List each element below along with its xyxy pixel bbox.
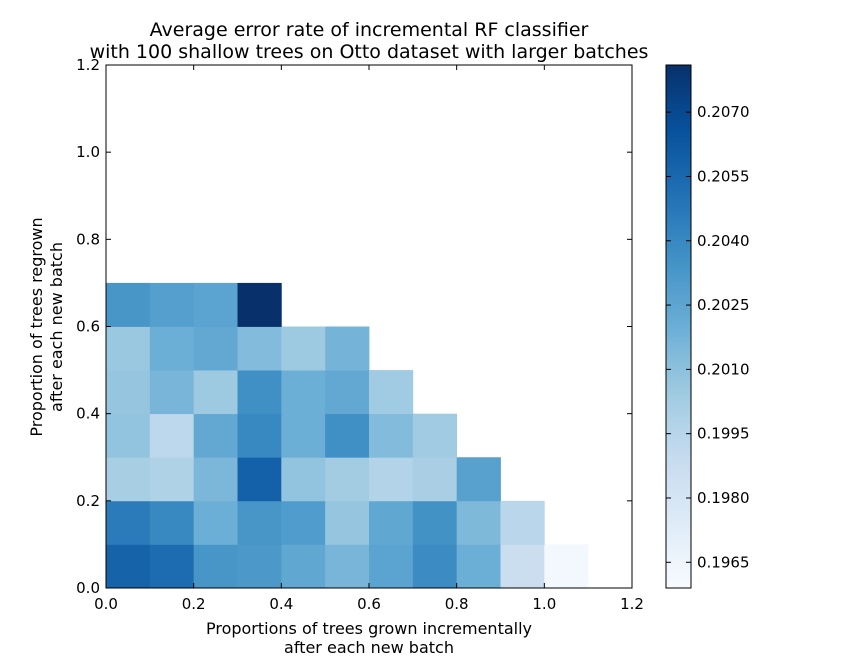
colorbar-tick-label: 0.1995 — [697, 425, 750, 443]
heatmap-cell-r5-c0 — [106, 326, 151, 371]
y-tick-label: 1.0 — [76, 143, 100, 161]
heatmap-cell-r0-c0 — [106, 544, 151, 589]
heatmap-cell-r4-c6 — [369, 370, 414, 415]
heatmap-cell-r5-c3 — [237, 326, 282, 371]
heatmap-cell-r2-c8 — [456, 457, 501, 502]
heatmap-cell-r2-c3 — [237, 457, 282, 502]
colorbar-tick-label: 0.2070 — [697, 103, 750, 121]
heatmap-cell-r0-c8 — [456, 544, 501, 589]
heatmap-cell-r2-c1 — [149, 457, 195, 502]
colorbar: 0.1965 0.1980 0.1995 0.2010 0.2025 0.2040 0.20… — [665, 64, 750, 589]
heatmap-cell-r6-c2 — [193, 282, 238, 327]
heatmap-cell-r1-c7 — [412, 500, 458, 545]
heatmap-cell-r0-c5 — [325, 544, 370, 589]
heatmap-cell-r3-c7 — [412, 413, 458, 458]
heatmap-cell-r0-c1 — [149, 544, 195, 589]
colorbar-tick-label: 0.2010 — [697, 360, 750, 378]
heatmap-cell-r3-c4 — [281, 413, 326, 458]
y-axis-label-line-1: Proportion of trees regrown — [27, 217, 46, 436]
heatmap-cell-r1-c9 — [500, 500, 545, 545]
heatmap-cell-r0-c10 — [544, 544, 589, 589]
heatmap-cell-r3-c1 — [149, 413, 195, 458]
colorbar-tick-label: 0.2040 — [697, 232, 750, 250]
heatmap-cell-r2-c2 — [193, 457, 238, 502]
x-tick-label: 0.2 — [182, 595, 206, 613]
heatmap-cell-r0-c2 — [193, 544, 238, 589]
x-tick-label: 0.0 — [94, 595, 118, 613]
heatmap-cell-r2-c5 — [325, 457, 370, 502]
colorbar-tick-label: 0.2025 — [697, 296, 750, 314]
heatmap-cell-r6-c3 — [237, 282, 282, 327]
heatmap-cell-r4-c4 — [281, 370, 326, 415]
y-tick-label: 0.6 — [76, 318, 100, 336]
heatmap-cell-r1-c5 — [325, 500, 370, 545]
heatmap-cell-r1-c4 — [281, 500, 326, 545]
x-tick-label: 1.0 — [532, 595, 556, 613]
y-tick-label: 0.8 — [76, 230, 100, 248]
heatmap-cell-r4-c1 — [149, 370, 195, 415]
y-tick-label: 0.0 — [76, 579, 100, 597]
colorbar-tick-label: 0.2055 — [697, 167, 750, 185]
y-axis-label-line-2: after each new batch — [47, 242, 66, 412]
colorbar-tick-label: 0.1980 — [697, 489, 750, 507]
heatmap-cell-r2-c4 — [281, 457, 326, 502]
heatmap-cell-r6-c1 — [149, 282, 195, 327]
heatmap-cell-r2-c7 — [412, 457, 458, 502]
colorbar-gradient — [665, 64, 692, 589]
heatmap-cell-r0-c7 — [412, 544, 458, 589]
heatmap-cell-r4-c0 — [106, 370, 151, 415]
x-tick-label: 0.8 — [445, 595, 469, 613]
heatmap-cell-r5-c4 — [281, 326, 326, 371]
heatmap-cell-r0-c4 — [281, 544, 326, 589]
axis-ticks: 0.0 0.2 0.4 0.6 0.8 1.0 1.2 0.0 0.2 0.4 0.6 0.8 1.0 1… — [76, 56, 644, 613]
chart-title-line-1: Average error rate of incremental RF cla… — [150, 19, 589, 41]
heatmap-cell-r5-c5 — [325, 326, 370, 371]
heatmap-cell-r5-c2 — [193, 326, 238, 371]
heatmap-cell-r1-c6 — [369, 500, 414, 545]
heatmap-cell-r1-c3 — [237, 500, 282, 545]
heatmap-cell-r0-c3 — [237, 544, 282, 589]
heatmap-cell-r0-c9 — [500, 544, 545, 589]
heatmap-cell-r3-c3 — [237, 413, 282, 458]
x-tick-label: 1.2 — [620, 595, 644, 613]
heatmap-cells — [106, 282, 589, 589]
heatmap-cell-r3-c5 — [325, 413, 370, 458]
heatmap-cell-r4-c2 — [193, 370, 238, 415]
heatmap-cell-r1-c2 — [193, 500, 238, 545]
heatmap-cell-r1-c0 — [106, 500, 151, 545]
colorbar-tick-label: 0.1965 — [697, 553, 750, 571]
x-tick-label: 0.6 — [357, 595, 381, 613]
heatmap-cell-r1-c8 — [456, 500, 501, 545]
x-tick-label: 0.4 — [269, 595, 293, 613]
heatmap-cell-r0-c6 — [369, 544, 414, 589]
heatmap-cell-r2-c6 — [369, 457, 414, 502]
heatmap-cell-r6-c0 — [106, 282, 151, 327]
heatmap-cell-r4-c5 — [325, 370, 370, 415]
heatmap-cell-r3-c6 — [369, 413, 414, 458]
y-tick-label: 0.4 — [76, 405, 100, 423]
x-axis-label-line-1: Proportions of trees grown incrementally — [206, 619, 532, 638]
heatmap-cell-r1-c1 — [149, 500, 195, 545]
x-axis-label-line-2: after each new batch — [284, 638, 454, 653]
y-tick-label: 1.2 — [76, 56, 100, 74]
heatmap-cell-r2-c0 — [106, 457, 151, 502]
chart-title-line-2: with 100 shallow trees on Otto dataset w… — [90, 41, 649, 63]
y-tick-label: 0.2 — [76, 492, 100, 510]
heatmap-cell-r3-c0 — [106, 413, 151, 458]
heatmap-cell-r5-c1 — [149, 326, 195, 371]
heatmap-cell-r4-c3 — [237, 370, 282, 415]
heatmap-cell-r3-c2 — [193, 413, 238, 458]
